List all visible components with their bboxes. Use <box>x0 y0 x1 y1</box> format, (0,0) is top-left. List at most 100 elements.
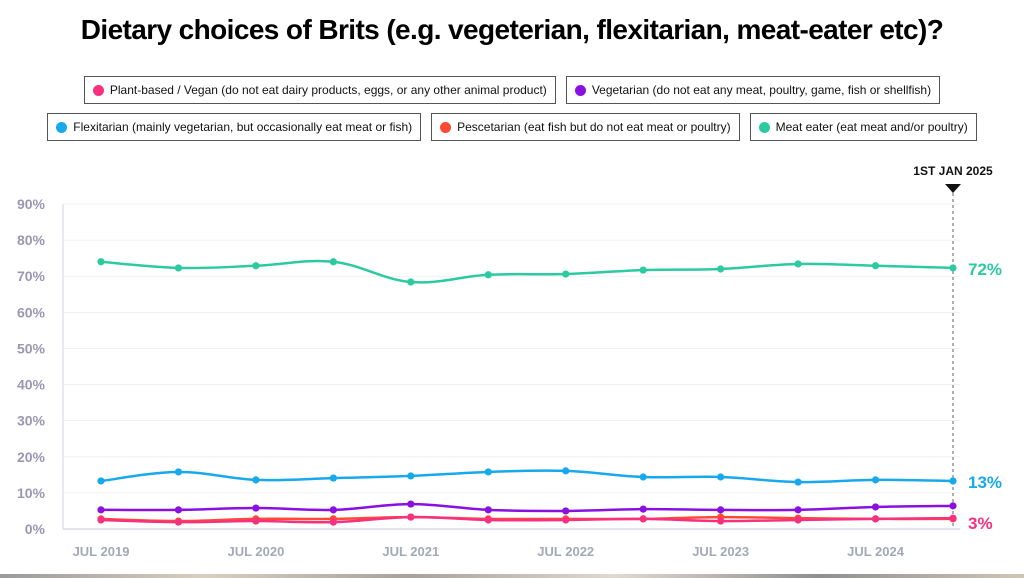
legend-dot-vegetarian <box>574 84 586 96</box>
data-point <box>97 258 105 266</box>
data-point <box>639 473 647 481</box>
marker-triangle-icon <box>945 184 961 193</box>
y-tick-label: 0% <box>25 521 46 537</box>
data-point <box>407 513 415 521</box>
axes <box>62 204 960 530</box>
series-line-flexitarian <box>100 469 954 484</box>
data-point <box>174 506 183 514</box>
y-tick-label: 10% <box>17 485 46 501</box>
series-vegan <box>97 513 957 526</box>
data-point <box>794 506 802 514</box>
data-point <box>97 516 105 524</box>
data-point <box>794 478 802 486</box>
y-tick-label: 60% <box>17 304 46 320</box>
legend-row-2: Flexitarian (mainly vegetarian, but occa… <box>0 113 1024 141</box>
data-point <box>949 514 957 522</box>
data-point <box>562 467 570 475</box>
y-tick-label: 80% <box>17 232 46 248</box>
data-point <box>562 507 570 515</box>
end-labels: 72% 13% 3% <box>968 260 1002 533</box>
y-tick-label: 50% <box>17 340 46 356</box>
marker-label: 1ST JAN 2025 <box>913 164 993 178</box>
chart-title: Dietary choices of Brits (e.g. vegeteria… <box>80 14 944 45</box>
data-point <box>794 516 802 524</box>
x-tick-label: JUL 2019 <box>73 544 130 559</box>
data-point <box>639 505 647 513</box>
data-point <box>794 260 802 268</box>
legend-row-1: Plant-based / Vegan (do not eat dairy pr… <box>0 76 1024 104</box>
series-line-meat-eater <box>100 259 954 284</box>
data-point <box>562 270 570 278</box>
data-point <box>484 468 492 476</box>
legend-label-meat-eater: Meat eater (eat meat and/or poultry) <box>775 120 968 134</box>
data-point <box>871 262 880 270</box>
series-flexitarian <box>97 467 957 486</box>
legend-item-flexitarian[interactable]: Flexitarian (mainly vegetarian, but occa… <box>47 113 422 141</box>
data-point <box>562 516 570 524</box>
legend-label-vegetarian: Vegetarian (do not eat any meat, poultry… <box>591 83 932 97</box>
y-axis-ticks: 0% 10% 20% 30% 40% 50% 60% 70% 80% 90% <box>17 196 46 537</box>
data-point <box>174 518 183 526</box>
data-point <box>639 266 647 274</box>
legend-dot-vegan <box>92 84 104 96</box>
x-tick-label: JUL 2021 <box>382 544 439 559</box>
end-label: 72% <box>968 260 1002 279</box>
gridlines <box>63 203 960 494</box>
data-point <box>252 476 260 484</box>
data-point <box>949 264 957 272</box>
data-point <box>252 262 260 270</box>
data-point <box>252 504 260 512</box>
legend-dot-flexitarian <box>56 121 68 133</box>
x-tick-label: JUL 2024 <box>847 544 905 559</box>
legend-label-flexitarian: Flexitarian (mainly vegetarian, but occa… <box>73 120 413 134</box>
data-point <box>174 468 183 476</box>
data-point <box>484 271 492 279</box>
data-point <box>949 502 957 510</box>
data-point <box>329 474 337 482</box>
date-marker: 1ST JAN 2025 <box>913 164 993 529</box>
data-point <box>949 477 957 485</box>
legend-item-pescetarian[interactable]: Pescetarian (eat fish but do not eat mea… <box>431 113 740 141</box>
data-point <box>174 264 183 272</box>
series-vegetarian <box>97 500 957 515</box>
x-tick-label: JUL 2020 <box>227 544 284 559</box>
legend-item-meat-eater[interactable]: Meat eater (eat meat and/or poultry) <box>749 113 977 141</box>
footer-image-strip <box>0 574 1024 578</box>
data-point <box>639 515 647 523</box>
data-point <box>329 518 337 526</box>
data-point <box>329 258 337 266</box>
series-group <box>97 258 957 526</box>
y-tick-label: 70% <box>17 268 46 284</box>
data-point <box>871 503 880 511</box>
end-label: 13% <box>968 473 1002 492</box>
x-axis-ticks: JUL 2019 JUL 2020 JUL 2021 JUL 2022 JUL 2023… <box>73 544 905 559</box>
legend-label-vegan: Plant-based / Vegan (do not eat dairy pr… <box>109 83 547 97</box>
x-tick-label: JUL 2023 <box>692 544 749 559</box>
legend-label-pescetarian: Pescetarian (eat fish but do not eat mea… <box>457 120 731 134</box>
data-point <box>717 473 725 481</box>
data-point <box>717 265 725 273</box>
data-point <box>871 515 880 523</box>
y-tick-label: 90% <box>17 196 46 212</box>
legend-item-vegan[interactable]: Plant-based / Vegan (do not eat dairy pr… <box>83 76 556 104</box>
data-point <box>329 506 337 514</box>
data-point <box>407 500 415 508</box>
legend-item-vegetarian[interactable]: Vegetarian (do not eat any meat, poultry… <box>565 76 941 104</box>
series-meat-eater <box>97 258 957 286</box>
data-point <box>407 278 415 286</box>
data-point <box>871 476 880 484</box>
data-point <box>484 516 492 524</box>
legend-dot-meat-eater <box>758 121 770 133</box>
data-point <box>97 506 105 514</box>
y-tick-label: 40% <box>17 377 46 393</box>
series-line-vegan <box>100 515 954 524</box>
data-point <box>484 506 492 514</box>
end-label: 3% <box>968 514 993 533</box>
data-point <box>407 472 415 480</box>
legend: Plant-based / Vegan (do not eat dairy pr… <box>0 76 1024 150</box>
x-tick-label: JUL 2022 <box>537 544 594 559</box>
y-tick-label: 30% <box>17 413 46 429</box>
y-tick-label: 20% <box>17 449 46 465</box>
data-point <box>97 477 105 485</box>
